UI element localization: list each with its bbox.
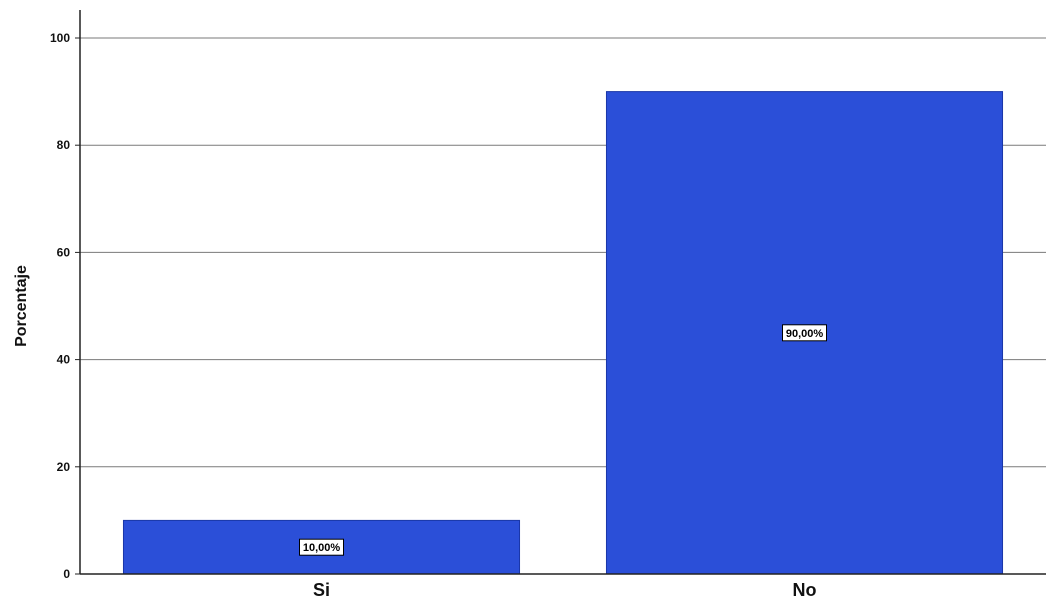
y-tick-label: 60 <box>57 245 71 259</box>
y-tick-label: 80 <box>57 138 71 152</box>
x-tick-label: No <box>793 580 817 600</box>
data-label: 90,00% <box>786 328 824 340</box>
data-label-box <box>299 538 344 556</box>
x-tick-label: Si <box>313 580 330 600</box>
y-tick-label: 100 <box>50 31 70 45</box>
y-axis-ticks: 0 20 40 60 80 100 <box>50 31 80 581</box>
x-axis-labels: Si No <box>313 580 817 600</box>
y-tick-label: 40 <box>57 353 71 367</box>
y-tick-label: 20 <box>57 460 71 474</box>
data-label: 10,00% <box>303 542 341 554</box>
bars: 10,00% 90,00% <box>122 91 1004 575</box>
y-axis-label: Porcentaje <box>13 265 30 347</box>
y-tick-label: 0 <box>63 567 70 581</box>
data-label-box <box>782 324 827 342</box>
